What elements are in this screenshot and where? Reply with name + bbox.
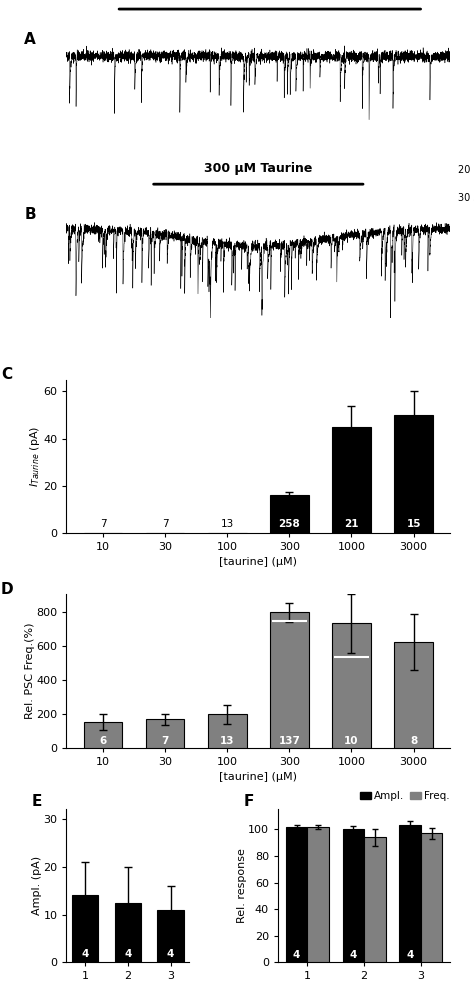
Bar: [270, 613, 309, 747]
Bar: [270, 495, 309, 533]
Text: 258: 258: [279, 519, 300, 529]
Bar: [115, 902, 141, 962]
Text: D: D: [1, 582, 14, 597]
Bar: [146, 720, 184, 747]
Bar: [332, 427, 371, 533]
Text: B: B: [24, 207, 36, 222]
Text: A: A: [24, 31, 36, 47]
Text: 13: 13: [221, 519, 234, 529]
Bar: [343, 829, 364, 962]
Bar: [208, 714, 246, 747]
Bar: [394, 415, 433, 533]
Text: 7: 7: [100, 519, 106, 529]
Text: 13: 13: [220, 736, 235, 746]
Text: 4: 4: [293, 951, 301, 960]
Text: 300 μM Taurine: 300 μM Taurine: [204, 162, 312, 175]
Bar: [286, 827, 308, 962]
Bar: [364, 838, 386, 962]
Text: 30 s: 30 s: [458, 193, 474, 203]
Bar: [399, 825, 421, 962]
Text: 4: 4: [82, 949, 89, 958]
Text: 10: 10: [344, 736, 359, 746]
Text: C: C: [1, 367, 12, 382]
Bar: [72, 896, 99, 962]
Bar: [332, 624, 371, 747]
Text: 4: 4: [124, 949, 132, 958]
Y-axis label: Ampl. (pA): Ampl. (pA): [32, 856, 42, 915]
Text: 4: 4: [350, 951, 357, 960]
Text: 137: 137: [278, 736, 301, 746]
Text: 7: 7: [162, 519, 168, 529]
Bar: [421, 834, 442, 962]
Bar: [308, 827, 329, 962]
Bar: [394, 642, 433, 747]
Y-axis label: Rel. response: Rel. response: [237, 848, 246, 923]
Text: 7: 7: [162, 736, 169, 746]
Y-axis label: Rel. PSC Freq.(%): Rel. PSC Freq.(%): [25, 623, 35, 719]
Text: F: F: [244, 794, 254, 809]
X-axis label: [taurine] (μM): [taurine] (μM): [219, 772, 297, 782]
Text: 20 pA: 20 pA: [458, 165, 474, 175]
Text: 15: 15: [406, 519, 421, 529]
X-axis label: [taurine] (μM): [taurine] (μM): [219, 558, 297, 568]
Bar: [157, 909, 184, 962]
Text: 21: 21: [344, 519, 359, 529]
Bar: [84, 722, 122, 747]
Text: 8: 8: [410, 736, 417, 746]
Legend: Ampl., Freq.: Ampl., Freq.: [356, 787, 454, 805]
Y-axis label: $I_{Taurine}$ (pA): $I_{Taurine}$ (pA): [28, 425, 42, 487]
Text: 4: 4: [406, 951, 414, 960]
Text: E: E: [32, 794, 42, 809]
Text: 4: 4: [167, 949, 174, 958]
Text: 6: 6: [100, 736, 107, 746]
